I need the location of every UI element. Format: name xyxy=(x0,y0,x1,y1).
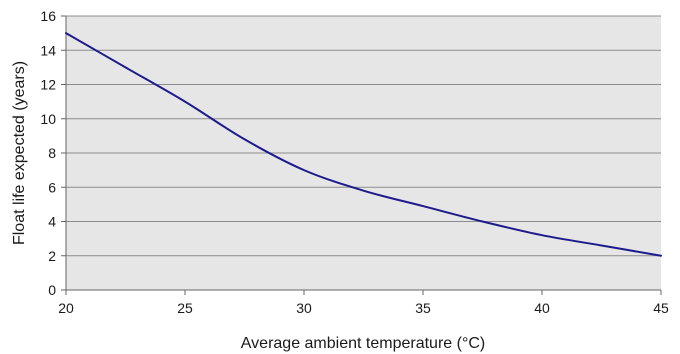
axes xyxy=(65,16,661,291)
x-axis-title: Average ambient temperature (°C) xyxy=(241,335,485,352)
y-tick-label-16: 16 xyxy=(40,8,56,24)
gridlines xyxy=(61,15,662,295)
x-tick-label-20: 20 xyxy=(58,300,74,316)
y-tick-label-2: 2 xyxy=(48,248,56,264)
x-tick-label-35: 35 xyxy=(415,300,431,316)
x-tick-label-45: 45 xyxy=(653,300,669,316)
x-tick-label-40: 40 xyxy=(534,300,550,316)
y-tick-label-4: 4 xyxy=(48,214,56,230)
y-tick-label-8: 8 xyxy=(48,145,56,161)
series-group xyxy=(65,32,662,257)
y-axis-ticks: 0 2 4 6 8 10 12 14 16 xyxy=(40,8,56,298)
y-tick-label-10: 10 xyxy=(40,111,56,127)
x-axis-ticks: 20 25 30 35 40 45 xyxy=(58,300,669,316)
y-tick-label-6: 6 xyxy=(48,179,56,195)
series-line-0 xyxy=(65,32,662,257)
x-tick-label-25: 25 xyxy=(177,300,193,316)
y-tick-label-0: 0 xyxy=(48,282,56,298)
x-tick-label-30: 30 xyxy=(296,300,312,316)
y-axis-title: Float life expected (years) xyxy=(11,61,28,245)
y-tick-label-14: 14 xyxy=(40,42,56,58)
y-tick-label-12: 12 xyxy=(40,77,56,93)
